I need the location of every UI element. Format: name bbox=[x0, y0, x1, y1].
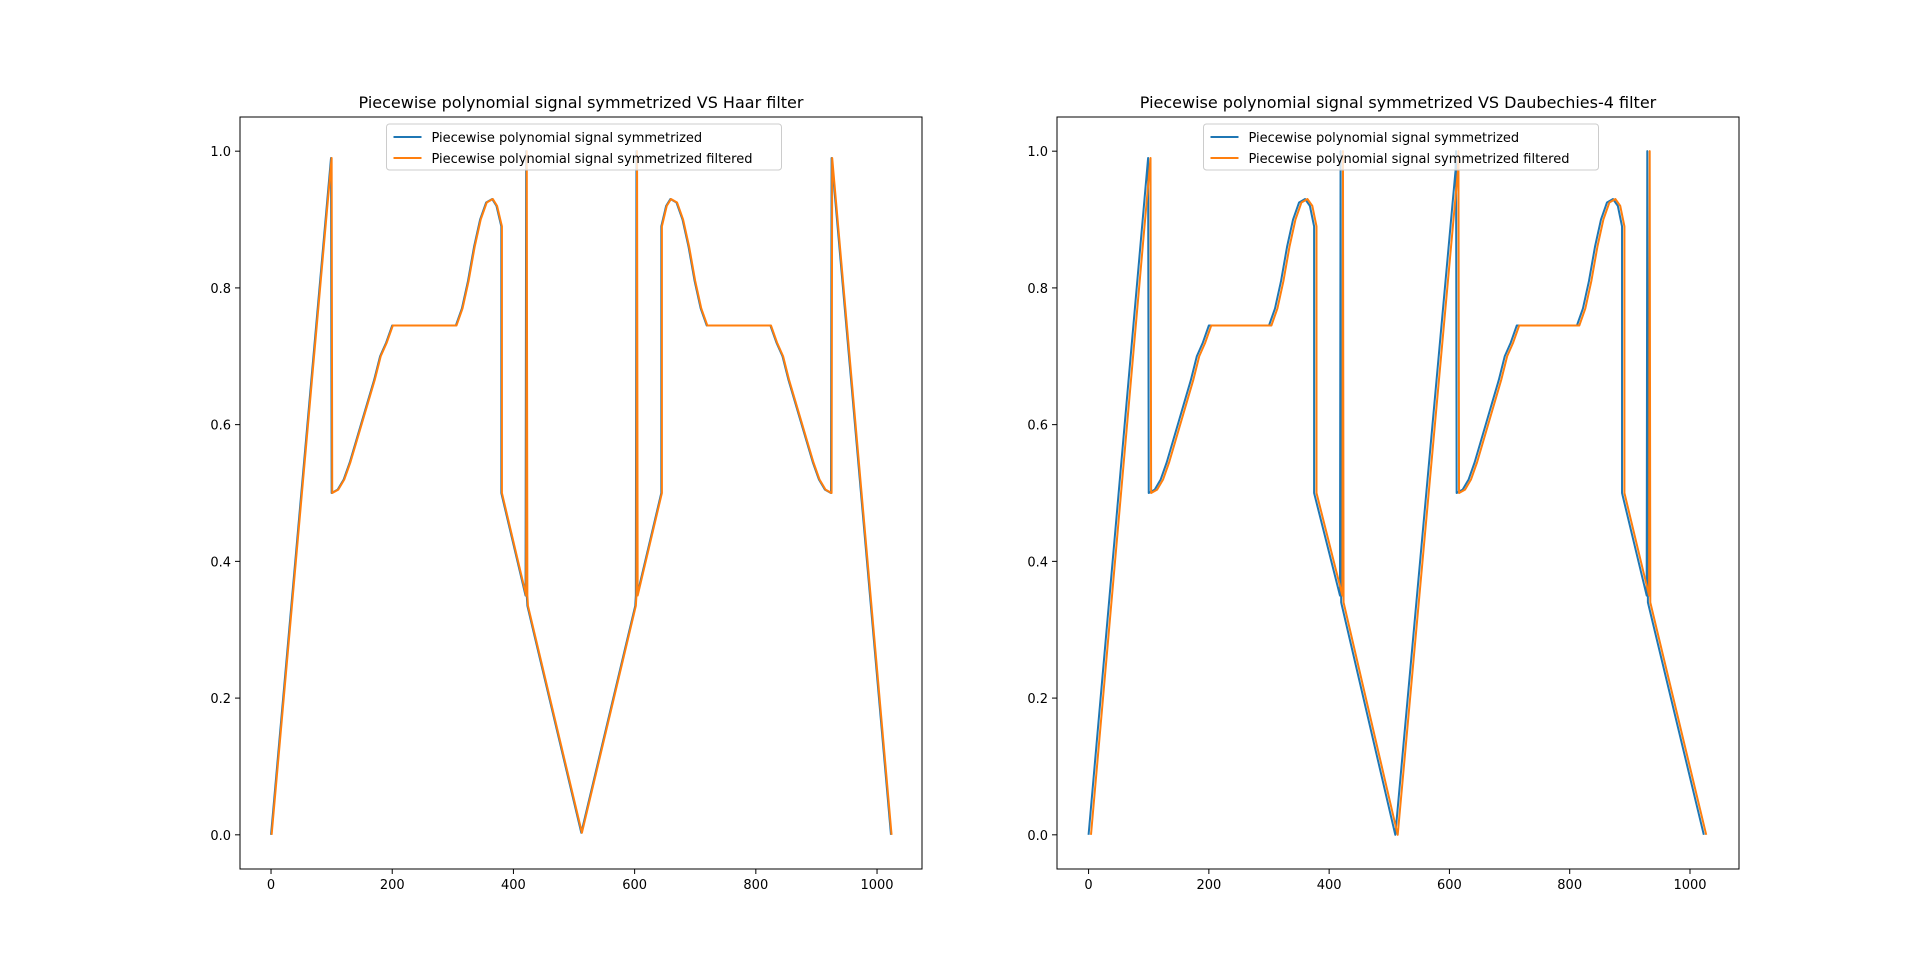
axes-frame bbox=[239, 116, 923, 870]
x-tick-label: 0 bbox=[1084, 878, 1092, 893]
x-tick-label: 400 bbox=[1317, 878, 1342, 893]
y-tick-label: 0.0 bbox=[1027, 829, 1048, 844]
y-tick-label: 1.0 bbox=[210, 145, 231, 160]
x-tick-label: 800 bbox=[1557, 878, 1582, 893]
x-tick-label: 200 bbox=[1196, 878, 1221, 893]
legend-label-0: Piecewise polynomial signal symmetrized bbox=[1249, 131, 1520, 146]
x-tick-label: 1000 bbox=[1673, 878, 1706, 893]
y-tick-label: 0.4 bbox=[1027, 555, 1048, 570]
chart-haar: 0 200 400 600 800 1000 0.0 0.2 0.4 0.6 0.8 1.0 Piece… bbox=[210, 93, 923, 893]
legend bbox=[386, 123, 782, 171]
legend-label-0: Piecewise polynomial signal symmetrized bbox=[432, 131, 703, 146]
x-tick-label: 600 bbox=[622, 878, 647, 893]
legend-label-1: Piecewise polynomial signal symmetrized … bbox=[1249, 152, 1570, 167]
y-tick-label: 0.8 bbox=[210, 282, 231, 297]
x-tick-label: 1000 bbox=[860, 878, 893, 893]
chart-title: Piecewise polynomial signal symmetrized … bbox=[359, 93, 804, 112]
x-tick-label: 0 bbox=[267, 878, 275, 893]
x-tick-label: 800 bbox=[743, 878, 768, 893]
legend-label-1: Piecewise polynomial signal symmetrized … bbox=[432, 152, 753, 167]
legend bbox=[1203, 123, 1599, 171]
x-tick-label: 600 bbox=[1437, 878, 1462, 893]
plot-area bbox=[240, 117, 922, 869]
x-tick-label: 200 bbox=[380, 878, 405, 893]
series-line-1 bbox=[270, 150, 893, 835]
y-tick-label: 0.2 bbox=[210, 692, 231, 707]
axes-frame bbox=[1056, 116, 1740, 870]
y-tick-label: 0.6 bbox=[210, 419, 231, 434]
y-tick-label: 0.0 bbox=[210, 829, 231, 844]
x-tick-label: 400 bbox=[501, 878, 526, 893]
y-tick-label: 0.6 bbox=[1027, 419, 1048, 434]
chart-title: Piecewise polynomial signal symmetrized … bbox=[1140, 93, 1657, 112]
chart-daubechies: 0 200 400 600 800 1000 0.0 0.2 0.4 0.6 0.8 1.0 Piece… bbox=[1027, 93, 1740, 893]
series-line-0 bbox=[1087, 150, 1705, 836]
y-tick-label: 0.2 bbox=[1027, 692, 1048, 707]
y-tick-label: 0.8 bbox=[1027, 282, 1048, 297]
plot-area bbox=[1057, 117, 1739, 869]
y-tick-label: 0.4 bbox=[210, 555, 231, 570]
y-tick-label: 1.0 bbox=[1027, 145, 1048, 160]
series-line-1 bbox=[1089, 150, 1708, 836]
